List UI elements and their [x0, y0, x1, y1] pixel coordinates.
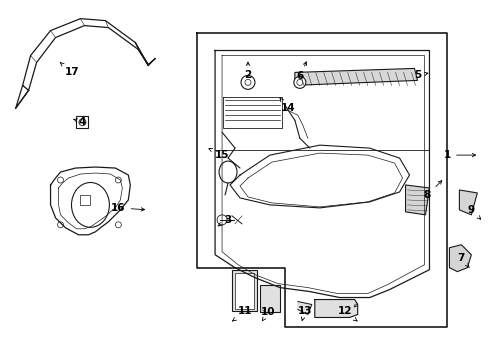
Polygon shape	[314, 300, 357, 318]
Text: 3: 3	[218, 215, 231, 226]
Text: 2: 2	[244, 62, 251, 80]
Bar	[81, 195, 90, 205]
Polygon shape	[297, 302, 311, 315]
Text: 6: 6	[296, 62, 306, 81]
Ellipse shape	[219, 161, 237, 183]
Circle shape	[293, 76, 305, 88]
Text: 4: 4	[73, 117, 86, 127]
Text: 10: 10	[260, 307, 275, 321]
Text: 11: 11	[232, 306, 252, 321]
Circle shape	[244, 80, 250, 85]
Polygon shape	[448, 245, 470, 272]
Text: 5: 5	[413, 71, 427, 80]
Circle shape	[58, 177, 63, 183]
Text: 16: 16	[111, 203, 144, 213]
Polygon shape	[458, 190, 476, 215]
Text: 15: 15	[208, 149, 229, 160]
Polygon shape	[294, 68, 417, 85]
Circle shape	[296, 80, 302, 85]
Text: 7: 7	[457, 253, 468, 267]
Text: 17: 17	[60, 63, 80, 77]
Text: 9: 9	[467, 205, 480, 219]
Text: 1: 1	[443, 150, 475, 160]
Text: 8: 8	[423, 181, 441, 200]
Text: 14: 14	[280, 98, 295, 113]
Circle shape	[241, 75, 254, 89]
Circle shape	[79, 119, 86, 126]
Ellipse shape	[71, 183, 109, 227]
Polygon shape	[405, 185, 428, 215]
Bar	[232, 270, 256, 311]
Circle shape	[115, 177, 121, 183]
Bar	[260, 285, 279, 312]
Circle shape	[115, 222, 121, 228]
Text: 13: 13	[297, 306, 311, 320]
Text: 12: 12	[337, 306, 356, 321]
Circle shape	[217, 215, 226, 225]
Bar	[76, 116, 88, 128]
Circle shape	[58, 222, 63, 228]
Bar	[235, 273, 253, 309]
